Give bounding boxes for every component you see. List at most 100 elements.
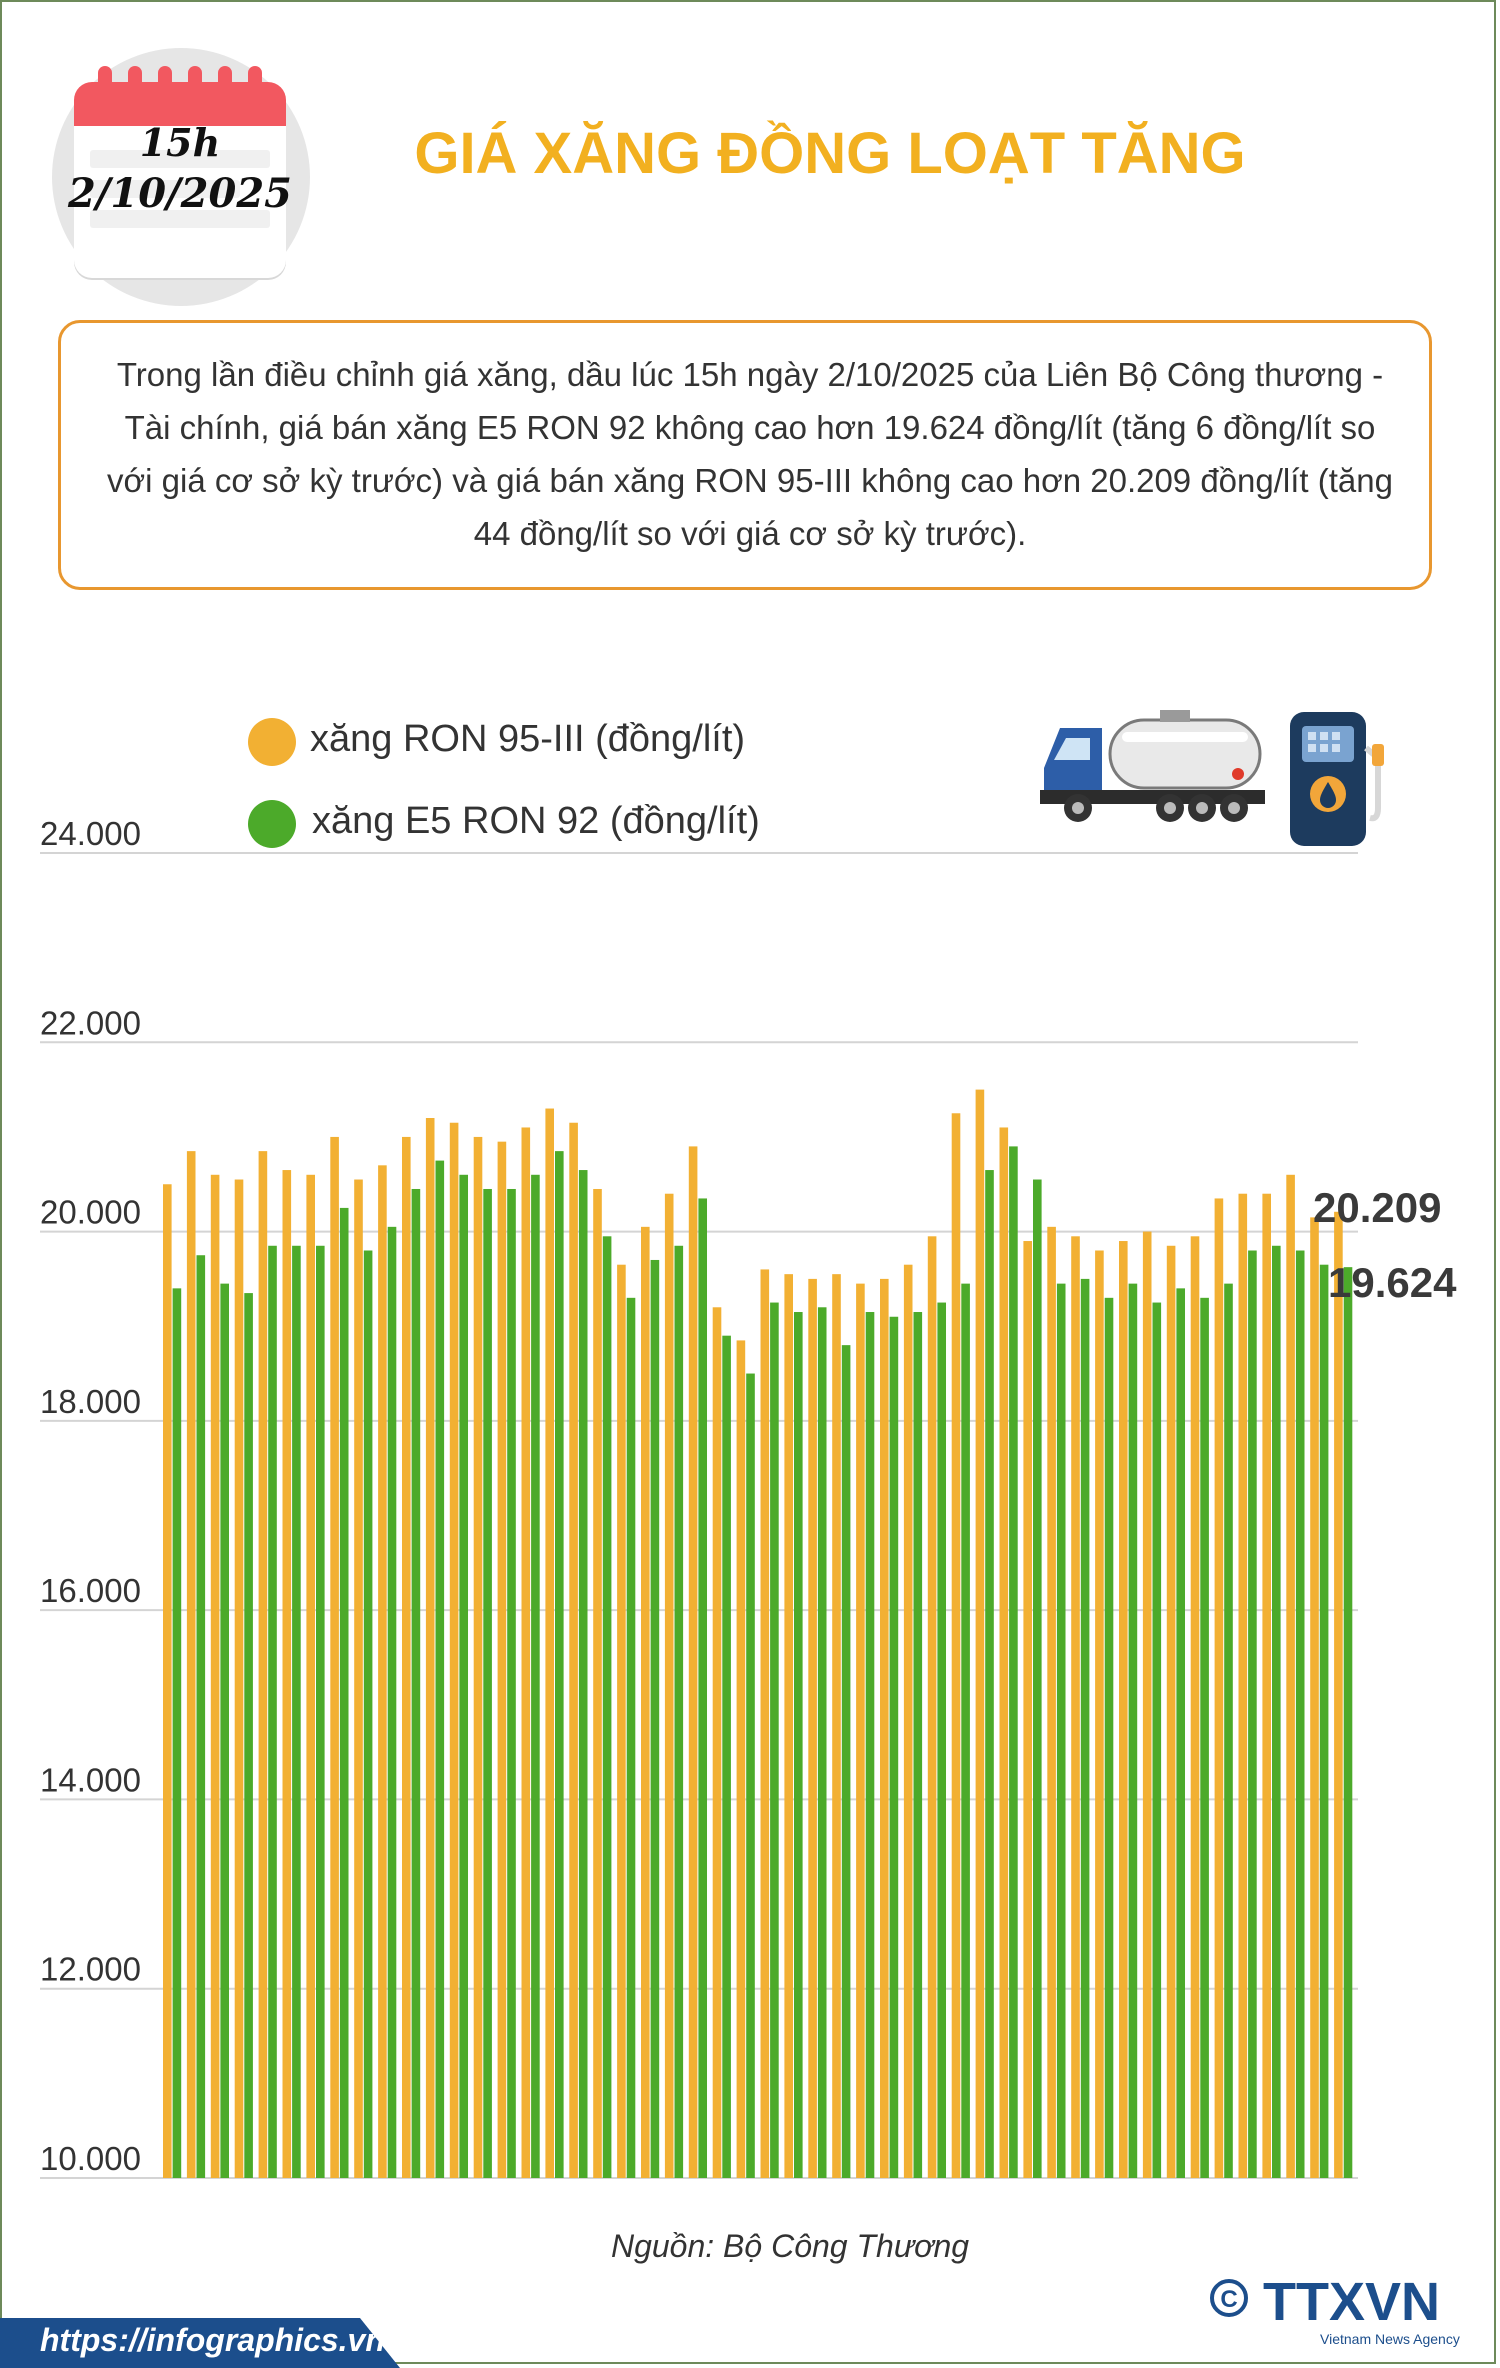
bar-e5: [602, 1236, 612, 2178]
bar-e5: [841, 1345, 851, 2178]
bar-ron95: [1262, 1193, 1272, 2178]
bar-ron95: [402, 1136, 411, 2178]
fuel-pump-icon: [1290, 712, 1384, 846]
bar-ron95: [545, 1108, 555, 2178]
last-value-label-ron95: 20.209: [1313, 1184, 1441, 1231]
intro-line: Trong lần điều chỉnh giá xăng, dầu lúc 1…: [116, 356, 1384, 393]
bar-ron95: [449, 1122, 459, 2178]
bar-e5: [459, 1174, 469, 2178]
calendar-date: 2/10/2025: [67, 170, 293, 217]
bar-ron95: [1023, 1241, 1033, 2178]
legend-label-e5: xăng E5 RON 92 (đồng/lít): [312, 800, 760, 842]
bar-e5: [483, 1188, 492, 2178]
bar-e5: [339, 1207, 349, 2178]
svg-text:C: C: [1220, 2286, 1237, 2313]
bar-ron95: [760, 1269, 770, 2178]
bar-ron95: [1190, 1236, 1200, 2178]
source-note: Nguồn: Bộ Công Thương: [610, 2228, 970, 2264]
bar-e5: [1224, 1283, 1233, 2178]
bar-ron95: [784, 1274, 794, 2178]
bar-e5: [244, 1293, 253, 2178]
calendar-ring-icon: [158, 66, 172, 106]
bar-ron95: [1071, 1236, 1080, 2178]
intro-box: [58, 320, 1432, 590]
intro-line: Tài chính, giá bán xăng E5 RON 92 không …: [124, 409, 1376, 446]
bar-e5: [220, 1283, 230, 2178]
bar-ron95: [258, 1151, 268, 2178]
bar-ron95: [664, 1193, 674, 2178]
bar-e5: [507, 1188, 516, 2178]
bar-e5: [746, 1373, 755, 2178]
calendar-ring-icon: [218, 66, 232, 106]
bar-ron95: [999, 1127, 1009, 2178]
bar-ron95: [163, 1184, 172, 2178]
bar-e5: [363, 1250, 373, 2178]
bar-e5: [626, 1297, 636, 2178]
bar-e5: [889, 1316, 899, 2178]
bar-ron95: [617, 1264, 626, 2178]
bar-e5: [1295, 1250, 1305, 2178]
bar-e5: [578, 1170, 588, 2178]
bar-ron95: [1047, 1226, 1056, 2178]
bar-ron95: [880, 1278, 889, 2178]
bar-ron95: [1214, 1198, 1224, 2178]
bar-e5: [865, 1312, 875, 2178]
bar-ron95: [712, 1307, 722, 2178]
bar-e5: [435, 1160, 445, 2178]
bar-e5: [387, 1226, 397, 2178]
bar-ron95: [1310, 1217, 1319, 2178]
bar-e5: [268, 1245, 277, 2178]
bar-e5: [961, 1283, 970, 2178]
bar-ron95: [808, 1278, 817, 2178]
bar-ron95: [1238, 1193, 1248, 2178]
bar-e5: [794, 1312, 803, 2178]
y-tick-label: 24.000: [40, 815, 141, 852]
bar-e5: [1104, 1297, 1114, 2178]
intro-text: Trong lần điều chỉnh giá xăng, dầu lúc 1…: [70, 348, 1430, 560]
bar-e5: [172, 1288, 182, 2178]
bar-e5: [1248, 1250, 1257, 2178]
bar-e5: [937, 1302, 947, 2178]
bar-e5: [1056, 1283, 1066, 2178]
bar-e5: [1128, 1283, 1138, 2178]
bar-ron95: [521, 1127, 531, 2178]
bar-ron95: [856, 1283, 865, 2178]
bar-e5: [1176, 1288, 1186, 2178]
bar-e5: [770, 1302, 779, 2178]
y-tick-label: 14.000: [40, 1761, 141, 1798]
bar-ron95: [1166, 1245, 1176, 2178]
bar-e5: [1152, 1302, 1162, 2178]
ttxvn-logo: C TTXVN Vietnam News Agency: [1210, 2272, 1460, 2347]
last-value-label-e5: 19.624: [1328, 1259, 1457, 1306]
bar-e5: [411, 1188, 421, 2178]
bar-e5: [1319, 1264, 1329, 2178]
footer-link[interactable]: https://infographics.vn: [40, 2322, 385, 2358]
bar-ron95: [330, 1136, 339, 2178]
bar-e5: [913, 1312, 923, 2178]
bar-e5: [674, 1245, 684, 2178]
bar-e5: [650, 1259, 660, 2178]
bar-ron95: [951, 1113, 961, 2178]
bar-e5: [698, 1198, 708, 2178]
bar-ron95: [234, 1179, 244, 2178]
intro-line: 44 đồng/lít so với giá cơ sở kỳ trước).: [473, 515, 1027, 552]
bar-ron95: [736, 1340, 746, 2178]
bar-e5: [292, 1245, 301, 2178]
y-tick-label: 10.000: [40, 2140, 141, 2177]
footer-bar: [0, 2318, 400, 2368]
bar-e5: [316, 1245, 325, 2178]
bar-ron95: [593, 1188, 602, 2178]
bar-ron95: [354, 1179, 363, 2178]
calendar-hour: 15h: [139, 120, 221, 165]
y-tick-label: 22.000: [40, 1004, 141, 1041]
bar-ron95: [1286, 1174, 1295, 2178]
bar-ron95: [425, 1118, 435, 2178]
bar-ron95: [927, 1236, 937, 2178]
calendar-ring-icon: [188, 66, 202, 106]
y-tick-label: 16.000: [40, 1572, 141, 1609]
bar-ron95: [282, 1170, 292, 2178]
bar-ron95: [497, 1141, 507, 2178]
bar-ron95: [186, 1151, 196, 2178]
bar-ron95: [975, 1089, 985, 2178]
bar-ron95: [378, 1165, 387, 2178]
